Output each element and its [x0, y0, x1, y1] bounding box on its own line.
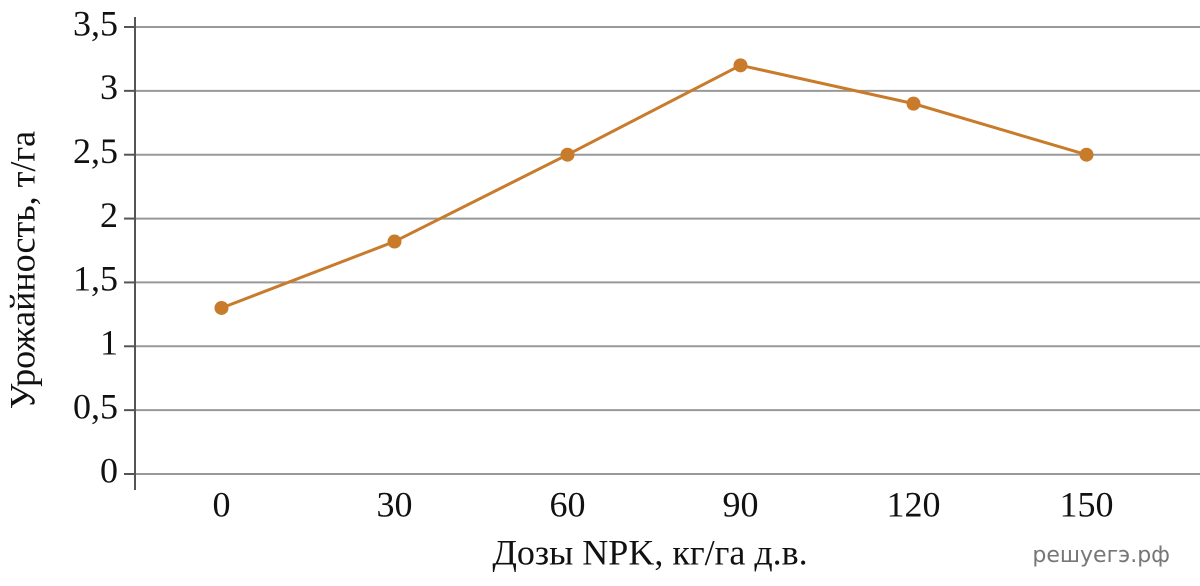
- x-tick-label: 30: [377, 484, 413, 524]
- y-tick-label: 1: [100, 323, 118, 363]
- y-tick-label: 2: [100, 195, 118, 235]
- x-tick-label: 150: [1060, 484, 1114, 524]
- y-tick-label: 1,5: [73, 259, 118, 299]
- point: [906, 96, 921, 111]
- y-tick-label: 2,5: [73, 131, 118, 171]
- point: [214, 300, 229, 315]
- x-tick-label: 0: [213, 484, 231, 524]
- y-tick-label: 0,5: [73, 386, 118, 426]
- point: [560, 147, 575, 162]
- y-tick-label: 0: [100, 450, 118, 490]
- y-tick-label: 3: [100, 67, 118, 107]
- y-tick-label: 3,5: [73, 3, 118, 43]
- x-tick-label: 60: [550, 484, 586, 524]
- line: [220, 63, 1087, 310]
- y-axis-label: Урожайность, т/га: [2, 131, 42, 409]
- x-tick-label: 90: [723, 484, 759, 524]
- x-tick-label: 120: [887, 484, 941, 524]
- point: [733, 58, 748, 73]
- watermark: решуегэ.рф: [1032, 543, 1170, 568]
- point: [1079, 147, 1094, 162]
- x-axis-label: Дозы NPK, кг/га д.в.: [492, 532, 807, 572]
- point: [387, 234, 402, 249]
